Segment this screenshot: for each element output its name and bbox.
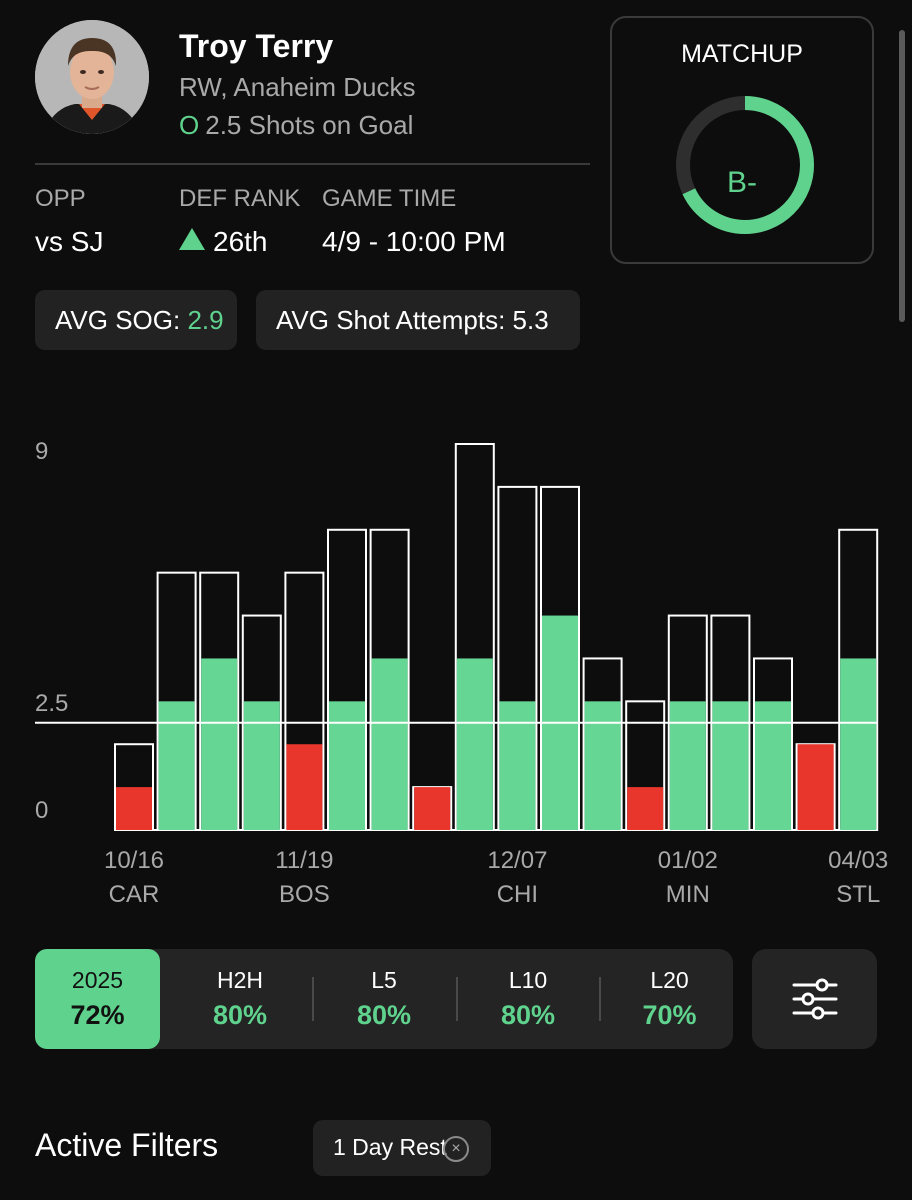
opp-label: OPP: [35, 185, 86, 212]
opp-value: vs SJ: [35, 226, 104, 257]
bar-sog-under: [116, 787, 152, 830]
tab-separator: [456, 977, 458, 1021]
bar-sog-over: [201, 658, 238, 830]
active-filters-title: Active Filters: [35, 1127, 219, 1163]
avg-sog-value: 2.9: [187, 305, 224, 335]
tab-separator: [312, 977, 314, 1021]
player-avatar: [35, 20, 149, 134]
x-tick-opponent: CAR: [109, 881, 160, 908]
x-tick-opponent: BOS: [279, 881, 330, 908]
x-tick-date: 01/02: [658, 847, 718, 874]
filter-settings-button[interactable]: [752, 949, 877, 1049]
tab-l10[interactable]: L10 80%: [463, 949, 593, 1049]
bar-sog-over: [755, 701, 791, 830]
tab-l5[interactable]: L5 80%: [319, 949, 449, 1049]
tab-label: 2025: [71, 967, 124, 993]
over-under-indicator: O: [179, 110, 200, 140]
tab-pct: 80%: [500, 1000, 556, 1030]
def-rank-text: 26th: [213, 226, 268, 257]
player-headshot-icon: [35, 20, 149, 134]
def-rank-label: DEF RANK: [179, 185, 301, 212]
tab-label: L20: [650, 967, 689, 993]
x-tick-opponent: STL: [836, 881, 880, 908]
bar-sog-over: [158, 701, 195, 830]
tab-h2h[interactable]: H2H 80%: [175, 949, 305, 1049]
x-tick-date: 11/19: [275, 847, 333, 874]
x-tick-opponent: MIN: [666, 881, 710, 908]
bar-sog-under: [414, 787, 451, 830]
player-name: Troy Terry: [179, 28, 334, 64]
tab-pct: 80%: [212, 1000, 268, 1030]
rank-up-triangle-icon: [179, 228, 205, 250]
scrollbar[interactable]: [899, 30, 905, 322]
close-icon[interactable]: ×: [443, 1136, 469, 1162]
avg-attempts-label: AVG Shot Attempts:: [276, 305, 513, 335]
bar-sog-over: [712, 701, 749, 830]
avg-sog-pill: AVG SOG: 2.9: [35, 290, 237, 350]
game-time-label: GAME TIME: [322, 185, 457, 212]
def-rank-value: 26th: [179, 226, 268, 258]
tab-pct: 80%: [356, 1000, 412, 1030]
bar-sog-under: [286, 744, 323, 830]
prop-line-text: 2.5 Shots on Goal: [205, 110, 414, 140]
tab-pct: 70%: [642, 1000, 697, 1030]
bar-sog-over: [456, 658, 493, 830]
shots-bar-chart: 9 2.5 0 10/16 CAR 11/19 BOS 12/07 CHI 01/02 MIN 04/…: [35, 438, 888, 908]
avg-attempts-pill: AVG Shot Attempts: 5.3: [256, 290, 580, 350]
bar-sog-over: [840, 658, 877, 830]
game-time-value: 4/9 - 10:00 PM: [322, 226, 506, 257]
tab-separator: [599, 977, 601, 1021]
tab-l20[interactable]: L20 70%: [606, 949, 733, 1049]
x-tick-date: 10/16: [104, 847, 164, 874]
sliders-icon: [792, 978, 838, 1020]
split-tabs: 2025 72% H2H 80% L5 80% L10 80% L20 70%: [35, 949, 733, 1049]
bar-sog-over: [584, 701, 621, 830]
y-tick-label: 9: [35, 438, 48, 465]
filter-chip-label: 1 Day Rest: [333, 1134, 447, 1160]
x-tick-opponent: CHI: [497, 881, 538, 908]
bar-sog-over: [499, 701, 536, 830]
tab-pct: 72%: [70, 1000, 125, 1030]
player-prop: O 2.5 Shots on Goal: [179, 110, 413, 141]
bar-sog-over: [371, 658, 408, 830]
x-tick-date: 12/07: [487, 847, 547, 874]
avg-attempts-value: 5.3: [512, 305, 549, 335]
filter-chip-1-day-rest[interactable]: 1 Day Rest ×: [313, 1120, 491, 1176]
matchup-ring-gauge: [676, 96, 814, 234]
matchup-ring-fill: [676, 96, 814, 234]
bar-sog-over: [669, 701, 706, 830]
matchup-title: MATCHUP: [681, 40, 803, 68]
tab-label: L5: [371, 967, 397, 993]
x-tick-date: 04/03: [828, 847, 888, 874]
y-tick-label: 0: [35, 797, 48, 824]
matchup-grade: B-: [727, 166, 757, 199]
y-tick-label: 2.5: [35, 690, 68, 717]
matchup-card[interactable]: MATCHUP B-: [610, 16, 874, 264]
header-divider: [35, 163, 590, 165]
tab-2025[interactable]: 2025 72%: [35, 949, 160, 1049]
player-position-team: RW, Anaheim Ducks: [179, 72, 416, 102]
bar-sog-over: [243, 701, 280, 830]
bar-sog-over: [329, 701, 365, 830]
avg-sog-label: AVG SOG:: [55, 305, 188, 335]
bar-sog-under: [627, 787, 664, 830]
tab-label: L10: [508, 967, 548, 993]
tab-label: H2H: [216, 967, 263, 993]
bar-sog-under: [797, 744, 834, 830]
